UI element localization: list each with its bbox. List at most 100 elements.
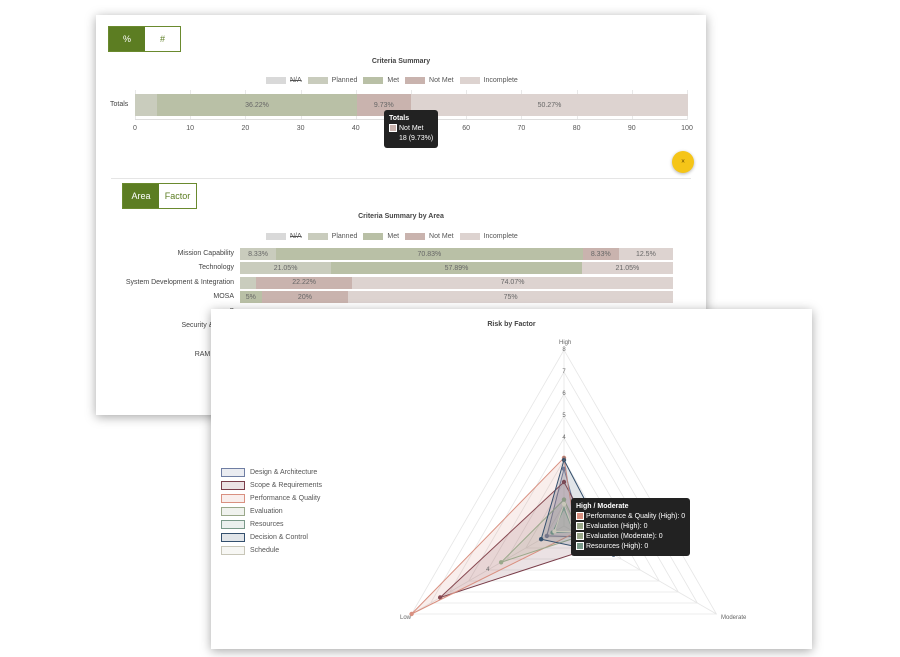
bar-segment-incomplete[interactable]: 50.27% bbox=[410, 94, 689, 116]
totals-bar: 36.22% 9.73% 50.27% bbox=[135, 94, 689, 116]
radar-tick-label: 8 bbox=[562, 347, 566, 353]
legend-item-incomplete[interactable]: Incomplete bbox=[459, 233, 518, 240]
radar-tick-label: 6 bbox=[562, 391, 566, 397]
legend-swatch-icon bbox=[405, 233, 426, 240]
tooltip-item: Evaluation (High): 0 bbox=[576, 522, 685, 532]
axis-label-high: High bbox=[559, 340, 572, 346]
legend-label: Not Met bbox=[429, 233, 454, 240]
area-row-bar: 8.33% 70.83% 8.33% 12.5% bbox=[240, 248, 673, 260]
display-mode-toggle: % # bbox=[108, 26, 181, 52]
area-row-bar: 21.05% 57.89% 21.05% bbox=[240, 262, 673, 275]
bar-segment-not-met[interactable]: 20% bbox=[261, 291, 349, 304]
risk-legend-item[interactable]: Decision & Control bbox=[221, 531, 322, 544]
legend-label: N/A bbox=[290, 233, 302, 240]
radar-point bbox=[544, 533, 550, 539]
legend-item-planned[interactable]: Planned bbox=[307, 77, 357, 84]
bar-segment-incomplete[interactable]: 12.5% bbox=[618, 248, 673, 260]
section-divider bbox=[111, 178, 691, 179]
legend-swatch-icon bbox=[363, 77, 384, 84]
bar-segment-met[interactable]: 36.22% bbox=[157, 94, 357, 116]
series-swatch-icon bbox=[576, 542, 584, 551]
area-row-label: MOSA bbox=[213, 293, 234, 301]
legend-item-met[interactable]: Met bbox=[363, 77, 399, 84]
radar-tick-label: 7 bbox=[562, 369, 566, 375]
legend-item-planned[interactable]: Planned bbox=[307, 233, 358, 240]
bar-segment-incomplete[interactable]: 74.07% bbox=[352, 276, 673, 289]
bar-segment-met[interactable]: 70.83% bbox=[276, 248, 583, 260]
tooltip-item: Performance & Quality (High): 0 bbox=[576, 512, 685, 522]
legend-label: Decision & Control bbox=[250, 534, 308, 541]
bar-segment-not-met[interactable]: 8.33% bbox=[582, 248, 619, 260]
tooltip-item: Evaluation (Moderate): 0 bbox=[576, 532, 685, 542]
criteria-summary-title: Criteria Summary bbox=[371, 58, 431, 65]
legend-item-incomplete[interactable]: Incomplete bbox=[459, 77, 518, 84]
legend-swatch-icon bbox=[307, 233, 328, 240]
risk-legend-item[interactable]: Design & Architecture bbox=[221, 466, 322, 479]
bar-segment-met[interactable]: 57.89% bbox=[331, 262, 582, 275]
criteria-summary-legend: N/A Planned Met Not Met Incomplete bbox=[266, 77, 518, 84]
x-tick-label: 20 bbox=[241, 125, 250, 132]
radar-series-area bbox=[553, 502, 575, 532]
bar-segment-planned[interactable]: 21.05% bbox=[240, 262, 332, 275]
legend-label: Incomplete bbox=[483, 233, 518, 240]
radar-point bbox=[561, 479, 567, 485]
totals-tooltip: Totals Not Met 18 (9.73%) bbox=[384, 110, 439, 148]
risk-legend-item[interactable]: Resources bbox=[221, 518, 322, 531]
radar-point bbox=[552, 529, 557, 534]
legend-label: Incomplete bbox=[483, 77, 518, 84]
risk-legend-item[interactable]: Schedule bbox=[221, 544, 322, 557]
area-toggle-button[interactable]: Area bbox=[123, 184, 159, 208]
series-swatch-icon bbox=[576, 512, 584, 521]
bar-segment-incomplete[interactable]: 75% bbox=[348, 291, 673, 304]
legend-item-not-met[interactable]: Not Met bbox=[405, 233, 454, 240]
legend-label: Design & Architecture bbox=[250, 469, 318, 476]
factor-toggle-button[interactable]: Factor bbox=[159, 184, 196, 208]
x-tick-label: 60 bbox=[462, 125, 471, 132]
bar-segment-planned[interactable]: 8.33% bbox=[240, 248, 277, 260]
radar-point bbox=[561, 501, 567, 507]
radar-point bbox=[437, 595, 443, 600]
bar-segment-met[interactable]: 5% bbox=[240, 291, 262, 304]
risk-legend: Design & Architecture Scope & Requirement… bbox=[221, 466, 322, 557]
legend-label: Planned bbox=[331, 233, 358, 240]
legend-item-n-a[interactable]: N/A bbox=[266, 77, 302, 84]
radar-point bbox=[538, 537, 544, 542]
legend-swatch-icon bbox=[459, 77, 480, 84]
legend-swatch-icon bbox=[363, 233, 384, 240]
legend-swatch-icon bbox=[221, 546, 245, 555]
percent-toggle-button[interactable]: % bbox=[109, 27, 145, 51]
legend-label: Scope & Requirements bbox=[250, 482, 322, 489]
radar-tick-label: 3 bbox=[562, 457, 566, 463]
area-row-bar: 5% 20% 75% bbox=[240, 291, 673, 304]
x-tick-label: 70 bbox=[517, 125, 526, 132]
bar-segment-planned[interactable] bbox=[135, 94, 158, 116]
radar-spoke bbox=[411, 525, 565, 615]
legend-item-not-met[interactable]: Not Met bbox=[405, 77, 454, 84]
legend-label: Met bbox=[387, 233, 400, 240]
legend-swatch-icon bbox=[221, 481, 245, 490]
count-toggle-button[interactable]: # bbox=[145, 27, 180, 51]
legend-swatch-icon bbox=[221, 507, 245, 516]
risk-legend-item[interactable]: Scope & Requirements bbox=[221, 479, 322, 492]
series-swatch-icon bbox=[576, 532, 584, 541]
area-row-label: Security & Cyber bbox=[181, 322, 234, 329]
legend-item-met[interactable]: Met bbox=[363, 233, 399, 240]
risk-legend-item[interactable]: Evaluation bbox=[221, 505, 322, 518]
area-row-label: Technology bbox=[198, 264, 234, 272]
x-tick-label: 100 bbox=[681, 125, 693, 132]
bar-segment-incomplete[interactable]: 21.05% bbox=[581, 262, 673, 275]
radar-grid-ring bbox=[410, 349, 718, 615]
area-row-label: System Development & Integration bbox=[125, 278, 234, 286]
radar-grid-ring bbox=[429, 371, 699, 604]
grouping-toggle: Area Factor bbox=[122, 183, 197, 209]
legend-item-n-a[interactable]: N/A bbox=[266, 233, 302, 240]
axis-label-moderate: Moderate bbox=[721, 615, 747, 621]
bar-segment-planned[interactable] bbox=[240, 276, 257, 289]
legend-swatch-icon bbox=[266, 233, 286, 240]
bar-segment-not-met[interactable]: 22.22% bbox=[256, 276, 353, 289]
scroll-chevron-button[interactable]: ⌄ ⌃ bbox=[672, 151, 694, 173]
legend-label: N/A bbox=[290, 77, 302, 84]
risk-legend-item[interactable]: Performance & Quality bbox=[221, 492, 322, 505]
series-swatch-icon bbox=[576, 522, 584, 531]
radar-chart bbox=[409, 349, 718, 617]
